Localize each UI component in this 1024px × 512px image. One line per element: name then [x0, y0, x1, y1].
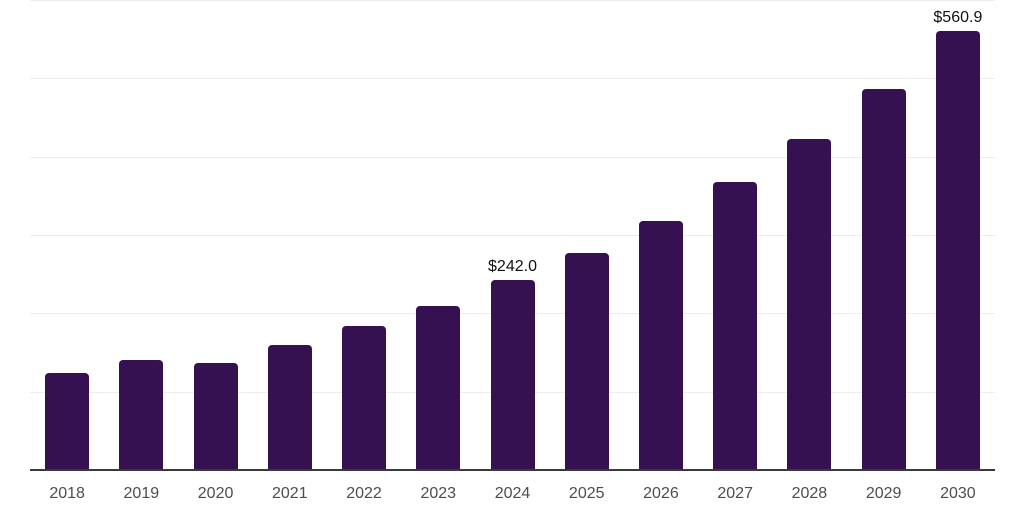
- x-axis-labels: 2018 2019 2020 2021 2022 2023 2024 2025 2026 2027…: [30, 484, 995, 506]
- x-tick-2023: 2023: [420, 485, 457, 502]
- bar-2027: [713, 181, 758, 470]
- bar-2028: [787, 138, 832, 470]
- bar-2025: [564, 253, 609, 470]
- x-tick-2028: 2028: [791, 485, 828, 502]
- x-tick-2025: 2025: [568, 485, 605, 502]
- plot-area: $242.0 $560.9: [30, 0, 995, 470]
- gridline-400: [30, 156, 995, 158]
- bar-2030: [935, 30, 980, 470]
- gridline-500: [30, 78, 995, 80]
- bar-2020: [193, 362, 238, 470]
- gridline-300: [30, 235, 995, 236]
- bar-value-label-2024: $242.0: [488, 258, 537, 276]
- x-tick-2030: 2030: [940, 485, 976, 502]
- x-tick-2027: 2027: [717, 485, 753, 502]
- bar-value-label-2030: $560.9: [933, 8, 983, 26]
- bar-2019: [119, 360, 164, 470]
- bar-2023: [416, 306, 461, 470]
- gridline-600: [30, 0, 995, 1]
- x-tick-2019: 2019: [123, 485, 160, 502]
- x-tick-2029: 2029: [865, 485, 902, 502]
- bar-2026: [638, 220, 683, 470]
- bar-2021: [267, 344, 312, 470]
- x-tick-2018: 2018: [49, 485, 85, 502]
- x-tick-2024: 2024: [494, 485, 531, 502]
- bar-2018: [45, 372, 90, 470]
- x-tick-2022: 2022: [346, 485, 382, 502]
- x-tick-2021: 2021: [272, 485, 308, 502]
- x-tick-2026: 2026: [643, 485, 679, 502]
- x-tick-2020: 2020: [197, 485, 234, 502]
- x-axis-line: [30, 469, 995, 471]
- bar-2029: [861, 89, 906, 470]
- bar-2022: [342, 325, 387, 470]
- bar-2024: [490, 280, 535, 470]
